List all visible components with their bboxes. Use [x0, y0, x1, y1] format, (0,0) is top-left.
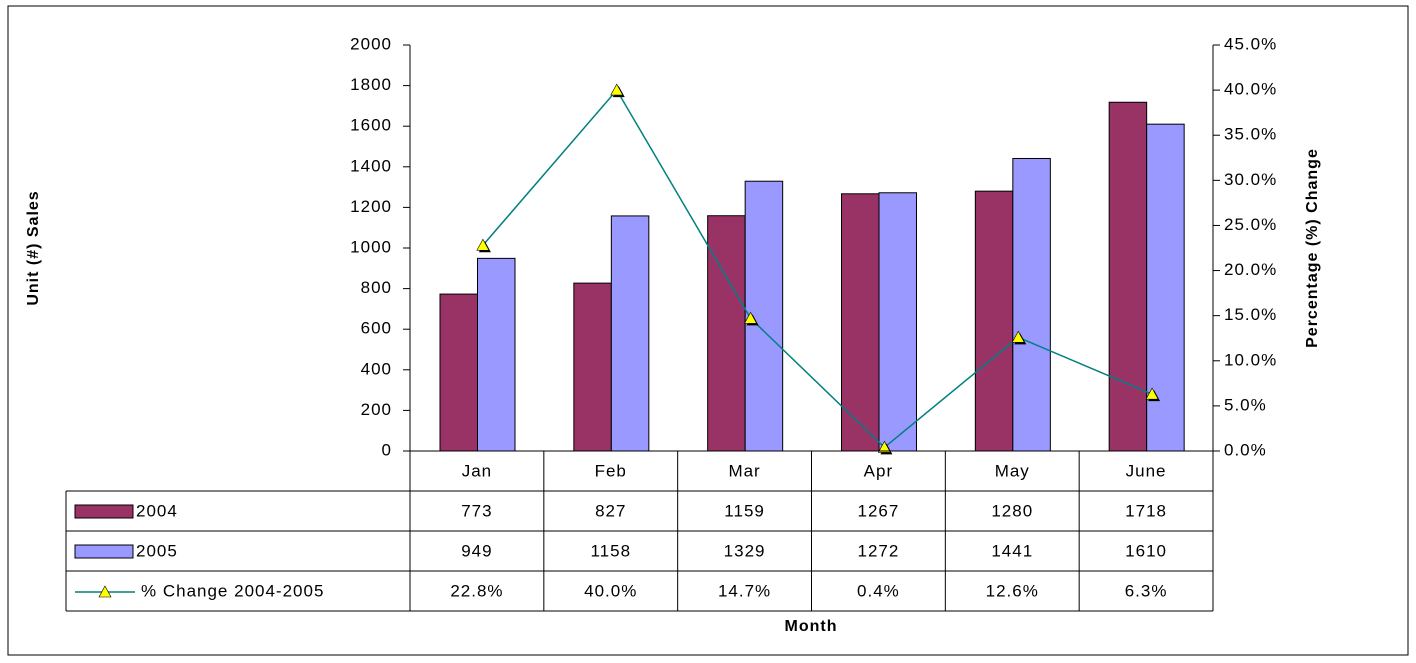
y2-tick-label: 20.0% [1224, 260, 1277, 279]
y-tick-label: 600 [361, 319, 392, 338]
table-value: 22.8% [450, 581, 503, 600]
marker [610, 83, 624, 96]
y-axis-label: Unit (#) Sales [25, 190, 42, 305]
y2-tick-label: 0.0% [1224, 440, 1267, 459]
y2-tick-label: 25.0% [1224, 215, 1277, 234]
y-tick-label: 800 [361, 278, 392, 297]
y-tick-label: 200 [361, 400, 392, 419]
table-value: 1329 [724, 541, 766, 560]
y2-tick-label: 40.0% [1224, 80, 1277, 99]
x-tick-label: Jan [462, 461, 492, 480]
x-tick-label: June [1126, 461, 1167, 480]
y-tick-label: 0 [382, 440, 392, 459]
bar [439, 293, 478, 452]
y-tick-label: 1200 [350, 197, 392, 216]
y2-axis-label: Percentage (%) Change [1304, 148, 1321, 348]
table-value: 0.4% [857, 581, 900, 600]
bar [1012, 157, 1051, 452]
y2-tick-label: 45.0% [1224, 34, 1277, 53]
table-value: 1280 [991, 501, 1033, 520]
marker [1145, 387, 1159, 400]
table-value: 949 [461, 541, 492, 560]
table-value: 40.0% [584, 581, 637, 600]
legend-label: % Change 2004-2005 [141, 581, 324, 600]
table-value: 1159 [724, 501, 765, 520]
table-value: 1158 [590, 541, 631, 560]
table-value: 827 [595, 501, 626, 520]
y-tick-label: 1000 [350, 237, 392, 256]
line [482, 88, 1153, 449]
x-tick-label: Feb [595, 461, 627, 480]
x-tick-label: Apr [864, 461, 893, 480]
bar [878, 192, 917, 452]
y-tick-label: 1400 [350, 156, 392, 175]
table-value: 773 [461, 501, 492, 520]
table-value: 12.6% [986, 581, 1039, 600]
table-value: 1272 [858, 541, 900, 560]
table-value: 1718 [1125, 501, 1167, 520]
bar [573, 282, 612, 452]
table-value: 6.3% [1125, 581, 1168, 600]
table-value: 1267 [858, 501, 900, 520]
bar [610, 215, 650, 452]
legend-label: 2005 [136, 541, 178, 560]
bar [974, 190, 1014, 452]
table-value: 1441 [991, 541, 1033, 560]
table-value: 1610 [1125, 541, 1167, 560]
bar [707, 215, 746, 452]
legend-key [74, 504, 134, 519]
x-axis-label: Month [785, 618, 838, 635]
legend-label: 2004 [136, 501, 178, 520]
y2-tick-label: 5.0% [1224, 395, 1267, 414]
bar [841, 193, 880, 452]
marker [877, 440, 891, 453]
table-value: 14.7% [718, 581, 771, 600]
x-tick-label: May [995, 461, 1030, 480]
y-tick-label: 1800 [350, 75, 392, 94]
y-tick-label: 1600 [350, 116, 392, 135]
y2-tick-label: 35.0% [1224, 125, 1277, 144]
legend-key-marker [98, 585, 112, 598]
marker [1011, 330, 1025, 343]
y2-tick-label: 10.0% [1224, 350, 1277, 369]
bar [477, 257, 516, 452]
y2-tick-label: 30.0% [1224, 170, 1277, 189]
bar [1146, 123, 1185, 452]
bar [1108, 101, 1148, 452]
y-tick-label: 400 [361, 359, 392, 378]
x-tick-label: Mar [728, 461, 760, 480]
marker [476, 238, 490, 251]
marker [744, 311, 758, 324]
y-tick-label: 2000 [350, 34, 392, 53]
legend-key [74, 544, 134, 559]
y2-tick-label: 15.0% [1224, 305, 1277, 324]
